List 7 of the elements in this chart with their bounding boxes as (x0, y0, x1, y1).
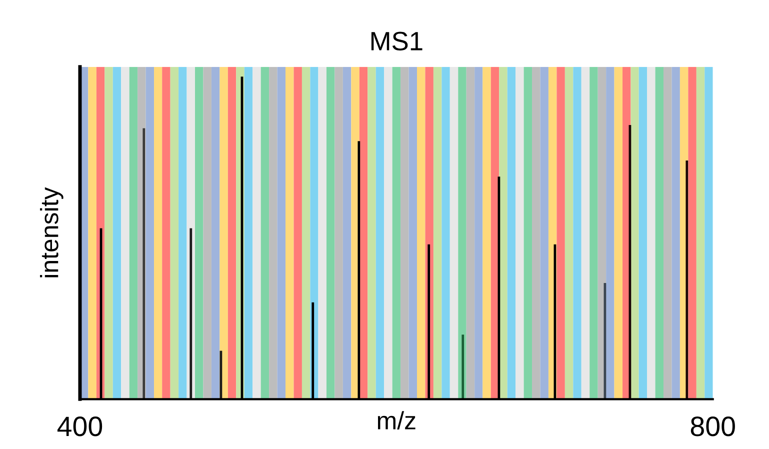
x-tick-label: 400 (57, 416, 102, 436)
bar (190, 228, 192, 400)
x-axis-title: m/z (378, 411, 416, 430)
bar (462, 334, 464, 400)
y-axis-title: intensity (40, 187, 64, 278)
x-tick-label: 800 (690, 416, 735, 436)
chart-title: MS1 (371, 32, 422, 50)
